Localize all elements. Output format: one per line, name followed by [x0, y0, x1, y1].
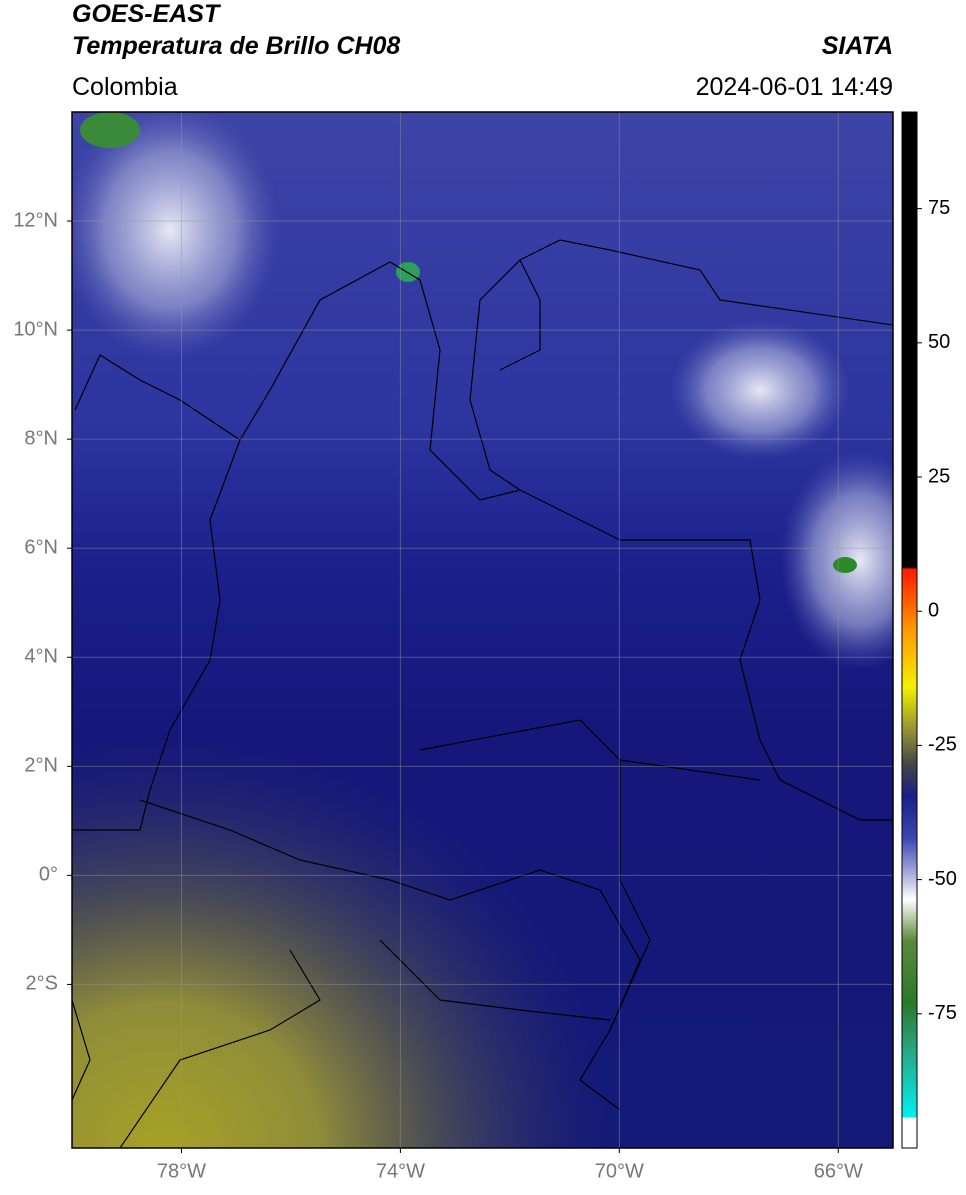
cloud [72, 112, 280, 360]
colorbar [901, 111, 918, 1149]
title: GOES-EAST [72, 0, 222, 28]
lat-tick-label: 10°N [13, 318, 58, 340]
lon-tick-label: 74°W [376, 1160, 425, 1182]
lon-tick-label: 70°W [595, 1160, 644, 1182]
colorbar-tick-label: 75 [928, 197, 950, 219]
region: Colombia [72, 73, 178, 101]
borders [72, 239, 893, 1148]
graticule [72, 112, 893, 1148]
lat-tick-label: 12°N [13, 209, 58, 231]
cold-top [396, 262, 420, 282]
colorbar-tick-label: 25 [928, 465, 950, 487]
colorbar-tick-label: 0 [928, 599, 939, 621]
map-frame [71, 111, 894, 1149]
timestamp: 2024-06-01 14:49 [696, 73, 893, 101]
lat-tick-label: 6°N [24, 536, 58, 558]
source: SIATA [822, 32, 893, 60]
lon-tick-label: 78°W [157, 1160, 206, 1182]
lat-tick-label: 2°N [24, 755, 58, 777]
lon-tick-label: 66°W [814, 1160, 863, 1182]
colorbar-tick-label: -75 [928, 1002, 957, 1024]
lat-tick-label: 4°N [24, 646, 58, 668]
cloud [670, 320, 850, 460]
subtitle: Temperatura de Brillo CH08 [72, 32, 400, 60]
satellite-map [72, 112, 893, 1148]
cold-top [833, 557, 857, 573]
warm-area [72, 600, 672, 1148]
lat-tick-label: 8°N [24, 427, 58, 449]
lat-tick-label: 2°S [26, 973, 58, 995]
cold-top [80, 112, 140, 148]
colorbar-tick-label: -25 [928, 734, 957, 756]
colorbar-tick-label: 50 [928, 331, 950, 353]
colorbar-tick-label: -50 [928, 868, 957, 890]
lat-tick-label: 0° [39, 864, 58, 886]
